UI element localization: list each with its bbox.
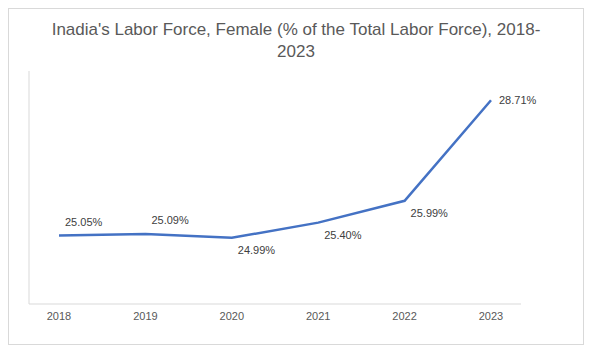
- svg-text:2021: 2021: [306, 310, 330, 322]
- svg-text:25.40%: 25.40%: [324, 229, 362, 241]
- svg-text:25.09%: 25.09%: [151, 214, 189, 226]
- svg-text:24.99%: 24.99%: [238, 244, 276, 256]
- svg-text:2020: 2020: [220, 310, 244, 322]
- svg-text:2018: 2018: [47, 310, 71, 322]
- svg-text:25.05%: 25.05%: [65, 216, 103, 228]
- svg-text:25.99%: 25.99%: [411, 207, 449, 219]
- svg-text:2023: 2023: [479, 310, 503, 322]
- svg-text:2019: 2019: [133, 310, 157, 322]
- svg-text:2022: 2022: [392, 310, 416, 322]
- html-text:Inadia's Labor Force, Female (: Inadia's Labor Force, Female (% of the T…: [51, 20, 541, 61]
- svg-text:28.71%: 28.71%: [499, 94, 537, 106]
